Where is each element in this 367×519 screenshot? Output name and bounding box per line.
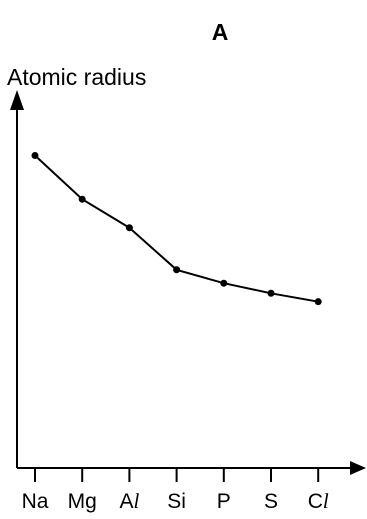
data-point-1 [78,195,86,203]
x-tick-label-3: Si [167,490,186,513]
x-tick-label-5: S [264,490,278,513]
data-point-2 [125,224,133,232]
series [31,152,322,306]
x-tick-label-0: Na [22,490,49,513]
x-tick-label-6: Cl [308,489,329,513]
axes [10,90,366,475]
x-tick-label-1: Mg [68,490,97,513]
data-point-0 [31,152,39,160]
x-tick-label-2: Al [119,489,139,513]
series-line-0 [34,154,319,303]
data-point-6 [314,298,322,306]
y-axis-arrow [10,90,24,110]
data-point-5 [267,289,275,297]
chart-title: A [212,19,229,45]
x-ticks: Na Mg Al Si P S Cl [22,468,329,513]
y-axis-label: Atomic radius [7,64,146,90]
x-tick-label-4: P [217,490,231,513]
data-point-3 [173,266,181,274]
data-point-4 [220,279,228,287]
x-axis-arrow [350,461,366,475]
